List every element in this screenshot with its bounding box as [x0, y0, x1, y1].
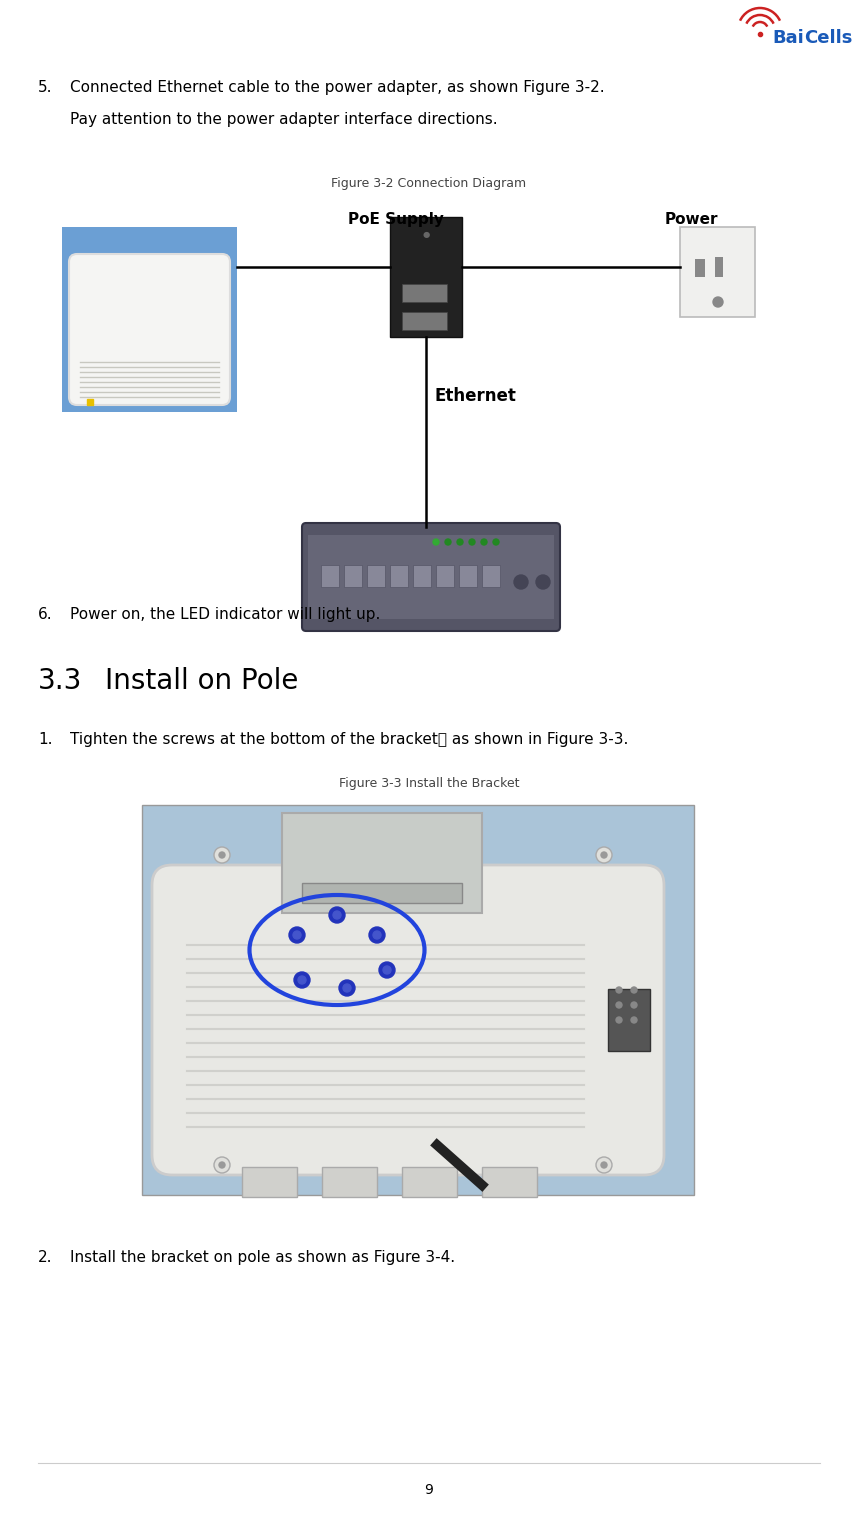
Text: Tighten the screws at the bottom of the bracket， as shown in Figure 3-3.: Tighten the screws at the bottom of the … [70, 732, 628, 747]
FancyBboxPatch shape [322, 1167, 377, 1197]
FancyBboxPatch shape [608, 990, 650, 1052]
FancyBboxPatch shape [69, 254, 230, 405]
Circle shape [219, 852, 225, 858]
FancyBboxPatch shape [482, 1167, 537, 1197]
FancyBboxPatch shape [242, 1167, 297, 1197]
Text: 9: 9 [425, 1483, 433, 1496]
FancyBboxPatch shape [62, 227, 237, 412]
Text: Figure 3-2 Connection Diagram: Figure 3-2 Connection Diagram [331, 177, 527, 191]
Circle shape [469, 539, 475, 545]
Text: Figure 3-3 Install the Bracket: Figure 3-3 Install the Bracket [339, 778, 519, 790]
Circle shape [373, 930, 381, 940]
Circle shape [383, 965, 391, 974]
Text: ●: ● [422, 230, 430, 239]
FancyBboxPatch shape [402, 1167, 457, 1197]
Circle shape [616, 1002, 622, 1008]
Circle shape [289, 927, 305, 943]
FancyBboxPatch shape [402, 284, 447, 303]
FancyBboxPatch shape [152, 865, 664, 1176]
Circle shape [457, 539, 463, 545]
Circle shape [616, 986, 622, 993]
Text: Install on Pole: Install on Pole [105, 667, 299, 694]
Circle shape [445, 539, 451, 545]
Circle shape [601, 1162, 607, 1168]
Circle shape [343, 983, 351, 993]
Circle shape [601, 852, 607, 858]
FancyBboxPatch shape [680, 227, 755, 318]
Text: Install the bracket on pole as shown as Figure 3-4.: Install the bracket on pole as shown as … [70, 1250, 455, 1265]
Text: Pay attention to the power adapter interface directions.: Pay attention to the power adapter inter… [70, 112, 498, 127]
Text: 2.: 2. [38, 1250, 52, 1265]
Circle shape [339, 980, 355, 996]
Circle shape [596, 1157, 612, 1173]
Circle shape [493, 539, 499, 545]
Circle shape [596, 847, 612, 862]
Text: 3.3: 3.3 [38, 667, 82, 694]
Text: Power on, the LED indicator will light up.: Power on, the LED indicator will light u… [70, 607, 380, 622]
Circle shape [616, 1017, 622, 1023]
Circle shape [214, 1157, 230, 1173]
Circle shape [631, 1002, 637, 1008]
Text: 6.: 6. [38, 607, 52, 622]
FancyBboxPatch shape [344, 564, 362, 587]
Circle shape [536, 575, 550, 589]
Circle shape [298, 976, 306, 983]
Circle shape [369, 927, 385, 943]
Circle shape [379, 962, 395, 977]
FancyBboxPatch shape [302, 884, 462, 903]
FancyBboxPatch shape [390, 564, 408, 587]
Text: 5.: 5. [38, 80, 52, 95]
FancyBboxPatch shape [282, 812, 482, 912]
FancyBboxPatch shape [390, 216, 462, 337]
Text: 1.: 1. [38, 732, 52, 747]
Circle shape [481, 539, 487, 545]
FancyBboxPatch shape [715, 257, 723, 277]
FancyBboxPatch shape [482, 564, 500, 587]
FancyBboxPatch shape [142, 805, 694, 1195]
Circle shape [214, 847, 230, 862]
FancyBboxPatch shape [367, 564, 385, 587]
Circle shape [514, 575, 528, 589]
FancyBboxPatch shape [321, 564, 339, 587]
Circle shape [333, 911, 341, 918]
Circle shape [293, 930, 301, 940]
Text: Connected Ethernet cable to the power adapter, as shown Figure 3-2.: Connected Ethernet cable to the power ad… [70, 80, 605, 95]
Text: Bai: Bai [772, 29, 804, 47]
Circle shape [329, 906, 345, 923]
Circle shape [219, 1162, 225, 1168]
FancyBboxPatch shape [308, 536, 554, 619]
Text: PoE Supply: PoE Supply [348, 212, 444, 227]
FancyBboxPatch shape [459, 564, 477, 587]
Text: Ethernet: Ethernet [434, 387, 516, 405]
FancyBboxPatch shape [695, 259, 705, 277]
Text: Power: Power [665, 212, 718, 227]
Circle shape [294, 971, 310, 988]
Text: Cells: Cells [804, 29, 852, 47]
Circle shape [713, 297, 723, 307]
FancyBboxPatch shape [302, 523, 560, 631]
Circle shape [631, 986, 637, 993]
Circle shape [433, 539, 439, 545]
FancyBboxPatch shape [436, 564, 454, 587]
FancyBboxPatch shape [402, 312, 447, 330]
FancyBboxPatch shape [413, 564, 431, 587]
Circle shape [631, 1017, 637, 1023]
